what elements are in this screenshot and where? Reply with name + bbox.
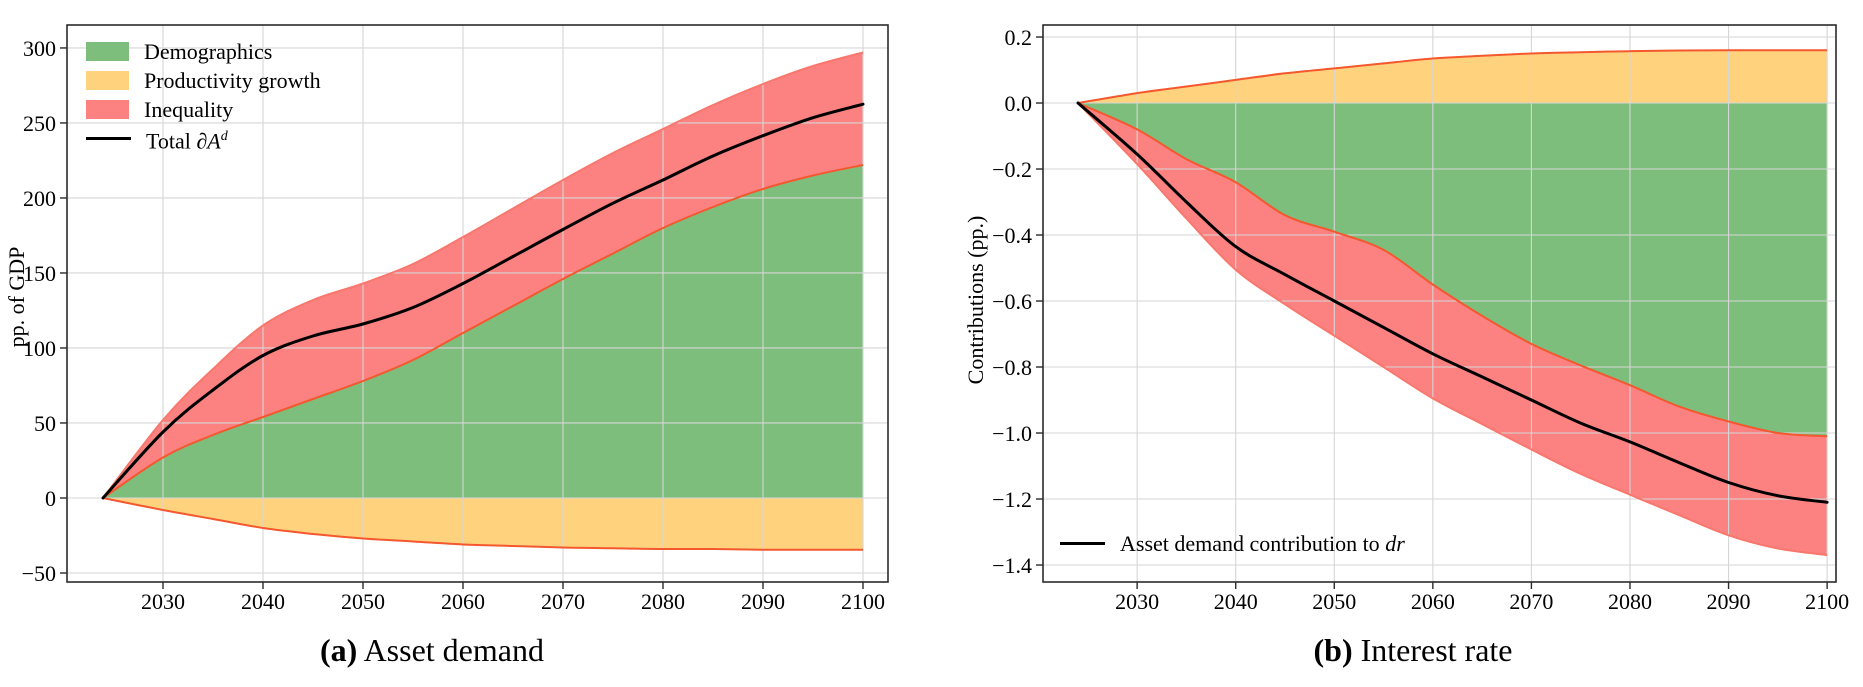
- panel-interest-rate: 0.2 0.0 −0.2 −0.4 −0.6 −0.8 −1.0 −1.2 −1.4 2030 20…: [940, 0, 1863, 612]
- caption-a-text: Asset demand: [357, 632, 544, 668]
- legend-asset-demand: Demographics Productivity growth Inequalit…: [86, 39, 321, 158]
- interest-rate-plot: 0.2 0.0 −0.2 −0.4 −0.6 −0.8 −1.0 −1.2 −1.4 2030 20…: [992, 24, 1849, 612]
- legend-label: Productivity growth: [144, 68, 321, 93]
- panel-asset-demand: 300 250 200 150 100 50 0 −50 2030 2040 2050 2060 207…: [0, 0, 940, 612]
- legend-item: Total ∂Ad: [86, 128, 321, 154]
- y-tick-label: 200: [23, 186, 56, 211]
- x-tick-label: 2080: [1608, 589, 1652, 612]
- legend-label: Demographics: [144, 39, 273, 64]
- y-tick-label: −1.4: [992, 553, 1032, 578]
- x-tick-label: 2040: [241, 589, 285, 612]
- y-tick-label: −0.6: [992, 289, 1032, 314]
- legend-patch-swatch: [86, 71, 129, 90]
- axes-box: [1042, 24, 1837, 583]
- grid-layer: [1043, 25, 1836, 582]
- area-productivity-growth: [103, 498, 863, 550]
- areas-layer: [103, 52, 863, 550]
- x-tick-label: 2050: [1312, 589, 1356, 612]
- area-demographics: [103, 165, 863, 498]
- y-tick-label: −1.0: [992, 421, 1032, 446]
- legend-patch-swatch: [86, 100, 129, 119]
- legend-item: Asset demand contribution to dr: [1060, 531, 1405, 556]
- y-tick-label: 300: [23, 36, 56, 61]
- x-tick-label: 2100: [1805, 589, 1849, 612]
- area-inequality: [1078, 103, 1828, 556]
- legend-label: Inequality: [144, 97, 234, 122]
- edge-productivity-growth: [1077, 49, 1828, 104]
- x-tick-label: 2070: [1509, 589, 1553, 612]
- areas-layer: [1078, 50, 1828, 556]
- x-tick-label: 2030: [1115, 589, 1159, 612]
- legend-label: Total ∂Ad: [146, 128, 228, 154]
- y-axis-label-interest-rate: Contributions (pp.): [963, 215, 988, 385]
- legend-item: Productivity growth: [86, 68, 321, 93]
- y-tick-label: −0.8: [992, 355, 1032, 380]
- edge-productivity-growth: [102, 497, 863, 551]
- caption-asset-demand: (a) Asset demand: [320, 632, 544, 669]
- x-tick-label: 2090: [1707, 589, 1751, 612]
- x-tick-label: 2100: [841, 589, 885, 612]
- y-tick-label: −0.4: [992, 223, 1032, 248]
- legend-patch-swatch: [86, 42, 129, 61]
- caption-interest-rate: (b) Interest rate: [1313, 632, 1512, 669]
- edges-layer: [102, 51, 864, 551]
- x-tick-label: 2080: [641, 589, 685, 612]
- y-tick-label: 0: [45, 486, 56, 511]
- x-tick-label: 2070: [541, 589, 585, 612]
- asset-demand-plot: 300 250 200 150 100 50 0 −50 2030 2040 2050 2060 207…: [22, 24, 889, 612]
- caption-b-text: Interest rate: [1352, 632, 1513, 668]
- legend-item: Demographics: [86, 39, 321, 64]
- edges-layer: [1077, 49, 1828, 557]
- grid-layer: [67, 25, 888, 582]
- x-tick-label: 2030: [141, 589, 185, 612]
- edge-demographics: [1077, 102, 1828, 438]
- caption-b-tag: (b): [1313, 632, 1353, 668]
- edge-inequality: [1077, 102, 1828, 557]
- legend-interest-rate: Asset demand contribution to dr: [1060, 531, 1405, 563]
- axis-layer: 300 250 200 150 100 50 0 −50 2030 2040 2050 2060 207…: [22, 24, 889, 612]
- y-tick-label: −1.2: [992, 487, 1032, 512]
- y-tick-label: 0.0: [1005, 91, 1033, 116]
- axes-box: [66, 24, 889, 583]
- x-tick-label: 2060: [441, 589, 485, 612]
- legend-label: Asset demand contribution to dr: [1120, 531, 1405, 556]
- edge-inequality: [102, 51, 864, 499]
- y-tick-label: −50: [22, 561, 56, 586]
- legend-item: Inequality: [86, 97, 321, 122]
- x-tick-label: 2060: [1411, 589, 1455, 612]
- y-tick-label: 250: [23, 111, 56, 136]
- caption-a-tag: (a): [320, 632, 358, 668]
- axis-layer: 0.2 0.0 −0.2 −0.4 −0.6 −0.8 −1.0 −1.2 −1.4 2030 20…: [992, 24, 1849, 612]
- total-line: [101, 102, 865, 500]
- y-tick-label: 0.2: [1005, 25, 1033, 50]
- total-line: [1076, 101, 1829, 504]
- y-tick-label: −0.2: [992, 157, 1032, 182]
- edge-demographics: [102, 164, 864, 499]
- y-tick-label: 50: [34, 411, 56, 436]
- y-axis-label-asset-demand: pp. of GDP: [4, 246, 29, 348]
- area-demographics: [1078, 103, 1828, 437]
- total-line-layer: [101, 102, 865, 500]
- y-tick-label: 100: [23, 336, 56, 361]
- x-tick-label: 2050: [341, 589, 385, 612]
- legend-line-swatch: [86, 137, 131, 140]
- x-tick-label: 2090: [741, 589, 785, 612]
- x-tick-label: 2040: [1214, 589, 1258, 612]
- area-inequality: [103, 52, 863, 498]
- area-productivity-growth: [1078, 50, 1828, 103]
- total-line-layer: [1076, 101, 1829, 504]
- y-tick-label: 150: [23, 261, 56, 286]
- legend-line-swatch: [1060, 542, 1105, 545]
